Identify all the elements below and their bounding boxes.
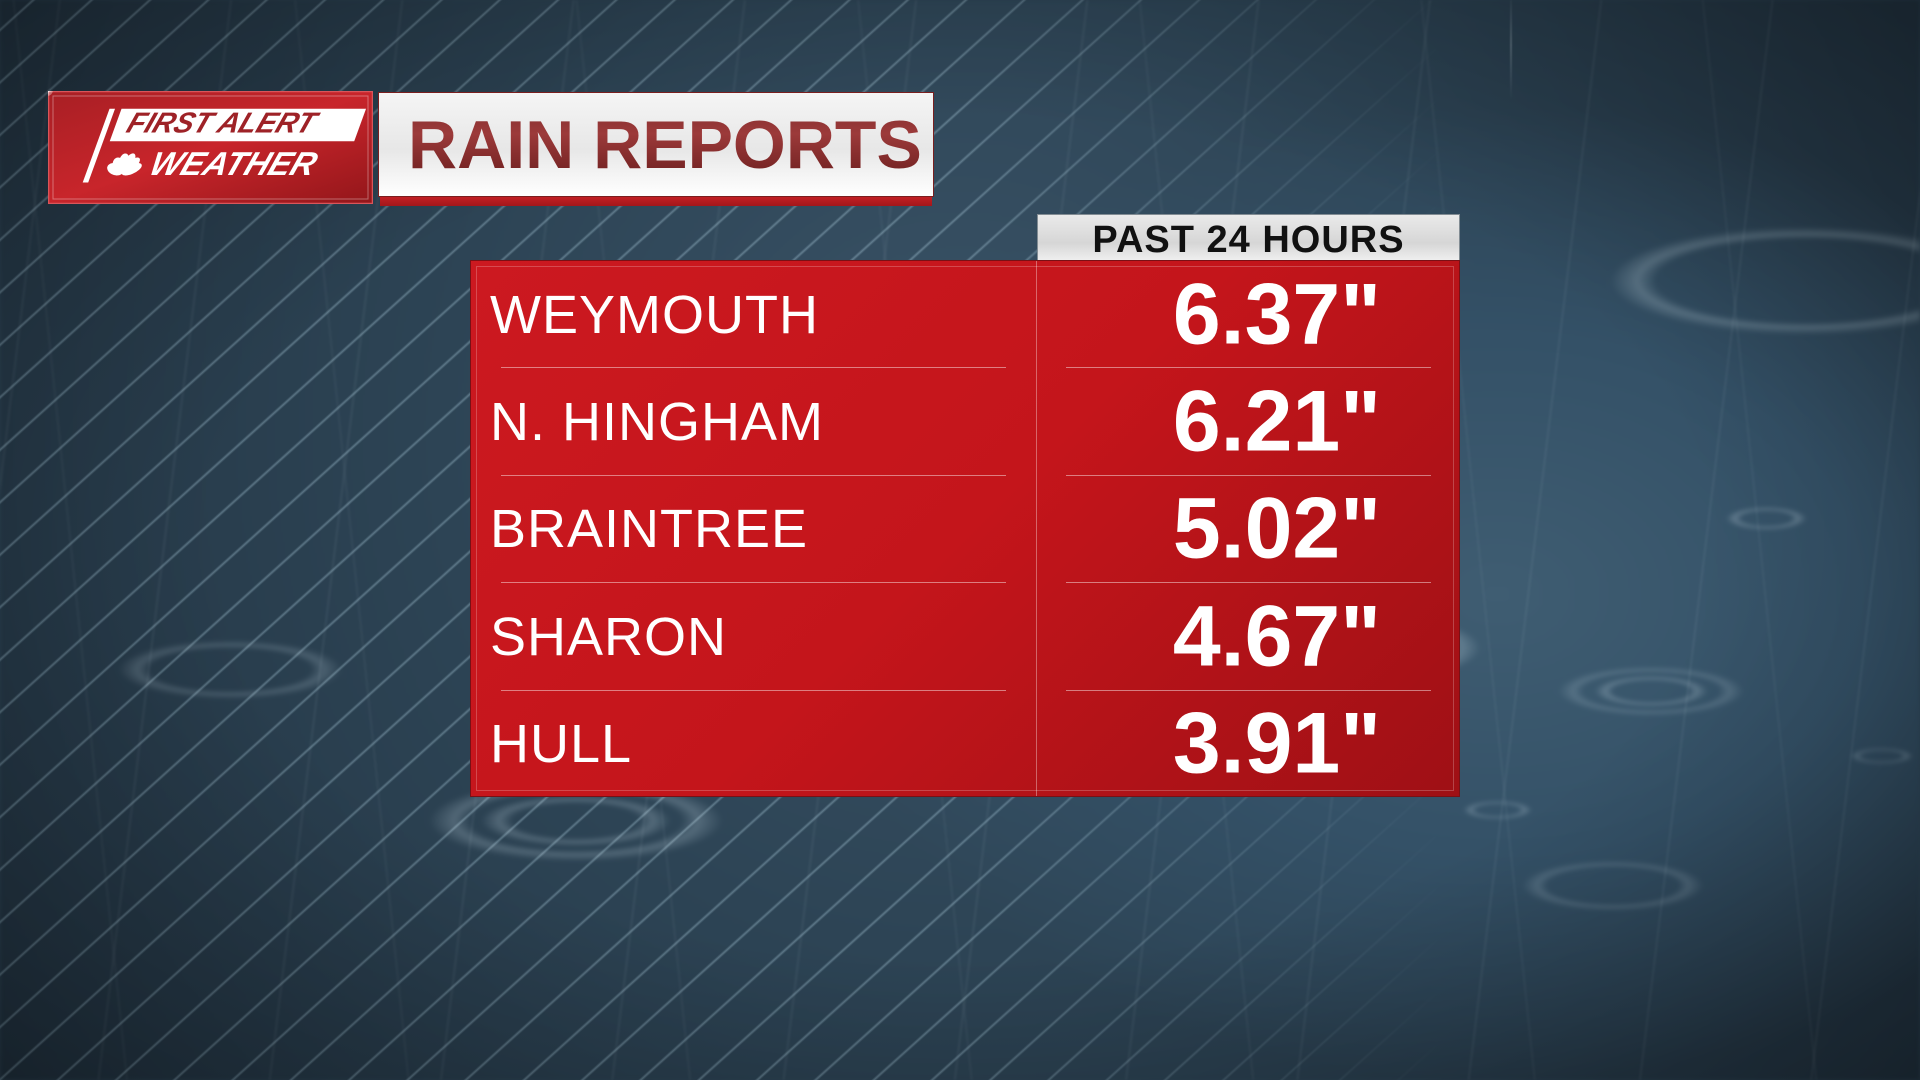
svg-text:FIRST ALERT: FIRST ALERT bbox=[122, 107, 323, 139]
svg-text:WEATHER: WEATHER bbox=[145, 146, 323, 183]
